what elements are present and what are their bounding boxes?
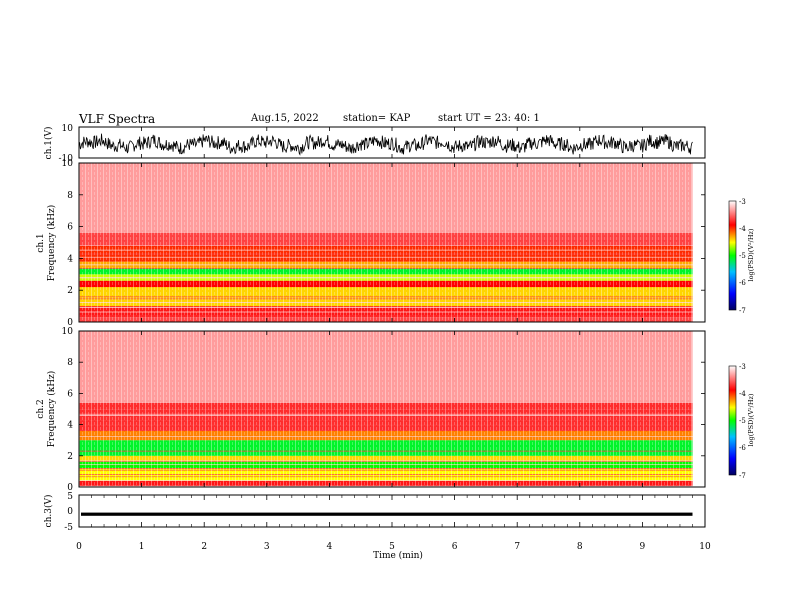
ch1-ytick-top: 10 <box>62 124 74 134</box>
ch1-cb-label: log(PSD)(V²/Hz) <box>747 228 755 281</box>
spec-ytick-label: 8 <box>67 191 73 201</box>
ch2-cb-tick-m7: -7 <box>739 472 746 480</box>
ch2-spec-ylabel-freq: Frequency (kHz) <box>46 371 57 448</box>
ch1-cb-tick-m6: -6 <box>739 279 746 287</box>
ch2-cb-tick-m3: -3 <box>739 363 746 371</box>
spec-ytick-label: 8 <box>67 358 73 368</box>
x-tick-label: 0 <box>76 542 82 552</box>
figure-title: VLF Spectra <box>79 112 156 126</box>
ch1-cb-tick-m4: -4 <box>739 225 746 233</box>
ch1-ylabel: ch.1(V) <box>43 127 54 160</box>
ch2-cb-tick-m6: -6 <box>739 444 746 452</box>
spec-ytick-label: 4 <box>67 421 73 431</box>
ch3-ytick-mid: 0 <box>67 507 73 517</box>
spec-ytick-label: 6 <box>67 389 73 399</box>
x-tick-label: 6 <box>452 542 458 552</box>
ch2-cb-tick-m5: -5 <box>739 417 746 425</box>
ch2-cb-tick-m4: -4 <box>739 390 746 398</box>
ch2-spec-ylabel-ch: ch.2 <box>36 399 46 418</box>
spec-ytick-label: 0 <box>67 483 73 493</box>
ch3-ytick-bottom: -5 <box>64 523 73 533</box>
ch1-spectrogram-panel: 0 2 4 6 8 10 ch.1 Frequency (kHz) -3 -4 -5 -6… <box>36 159 755 328</box>
ch1-cb-tick-m3: -3 <box>739 198 746 206</box>
ch3-waveform-panel: 5 0 -5 ch.3(V) 0 1 2 3 4 5 6 7 8 9 10 Time (min) <box>43 127 711 561</box>
date-label: Aug.15, 2022 <box>251 113 319 124</box>
ch1-waveform-panel: 10 -10 ch.1(V) <box>43 124 706 164</box>
ch1-cb-tick-m5: -5 <box>739 252 746 260</box>
ch2-colorbar: -3 -4 -5 -6 -7 log(PSD)(V²/Hz) <box>728 363 755 480</box>
ch2-cb-label: log(PSD)(V²/Hz) <box>747 393 755 446</box>
ch3-ylabel: ch.3(V) <box>43 495 54 528</box>
x-tick-label: 5 <box>389 542 395 552</box>
ch1-spec-ylabel-freq: Frequency (kHz) <box>46 205 57 282</box>
ch1-cb-tick-m7: -7 <box>739 307 746 315</box>
spec-ytick-label: 6 <box>67 223 73 233</box>
start-time-label: start UT = 23: 40: 1 <box>438 113 540 124</box>
x-tick-label: 9 <box>640 542 646 552</box>
x-tick-label: 4 <box>327 542 333 552</box>
spec-ytick-label: 2 <box>67 286 73 296</box>
x-axis-label: Time (min) <box>373 550 423 561</box>
station-label: station= KAP <box>343 113 411 124</box>
ch3-waveform-band <box>81 512 693 516</box>
spec-ytick-label: 10 <box>62 327 74 337</box>
ch1-ytick-bottom: -10 <box>59 154 74 164</box>
spec-ytick-label: 4 <box>67 254 73 264</box>
ch3-ytick-top: 5 <box>67 492 73 502</box>
ch2-spectrogram-panel: 0 2 4 6 8 10 ch.2 Frequency (kHz) -3 -4 -5 -6… <box>36 327 755 493</box>
x-tick-label: 8 <box>577 542 583 552</box>
x-tick-label: 2 <box>201 542 207 552</box>
x-tick-label: 1 <box>139 542 145 552</box>
spec-ytick-label: 0 <box>67 318 73 328</box>
ch1-waveform-line <box>78 133 693 156</box>
ch1-colorbar: -3 -4 -5 -6 -7 log(PSD)(V²/Hz) <box>728 198 755 315</box>
spec-ytick-label: 2 <box>67 452 73 462</box>
ch1-spec-ylabel-ch: ch.1 <box>36 233 46 252</box>
spec-ytick-label: 10 <box>62 159 74 169</box>
x-tick-label: 10 <box>699 542 711 552</box>
x-tick-label: 3 <box>264 542 270 552</box>
x-tick-label: 7 <box>514 542 520 552</box>
